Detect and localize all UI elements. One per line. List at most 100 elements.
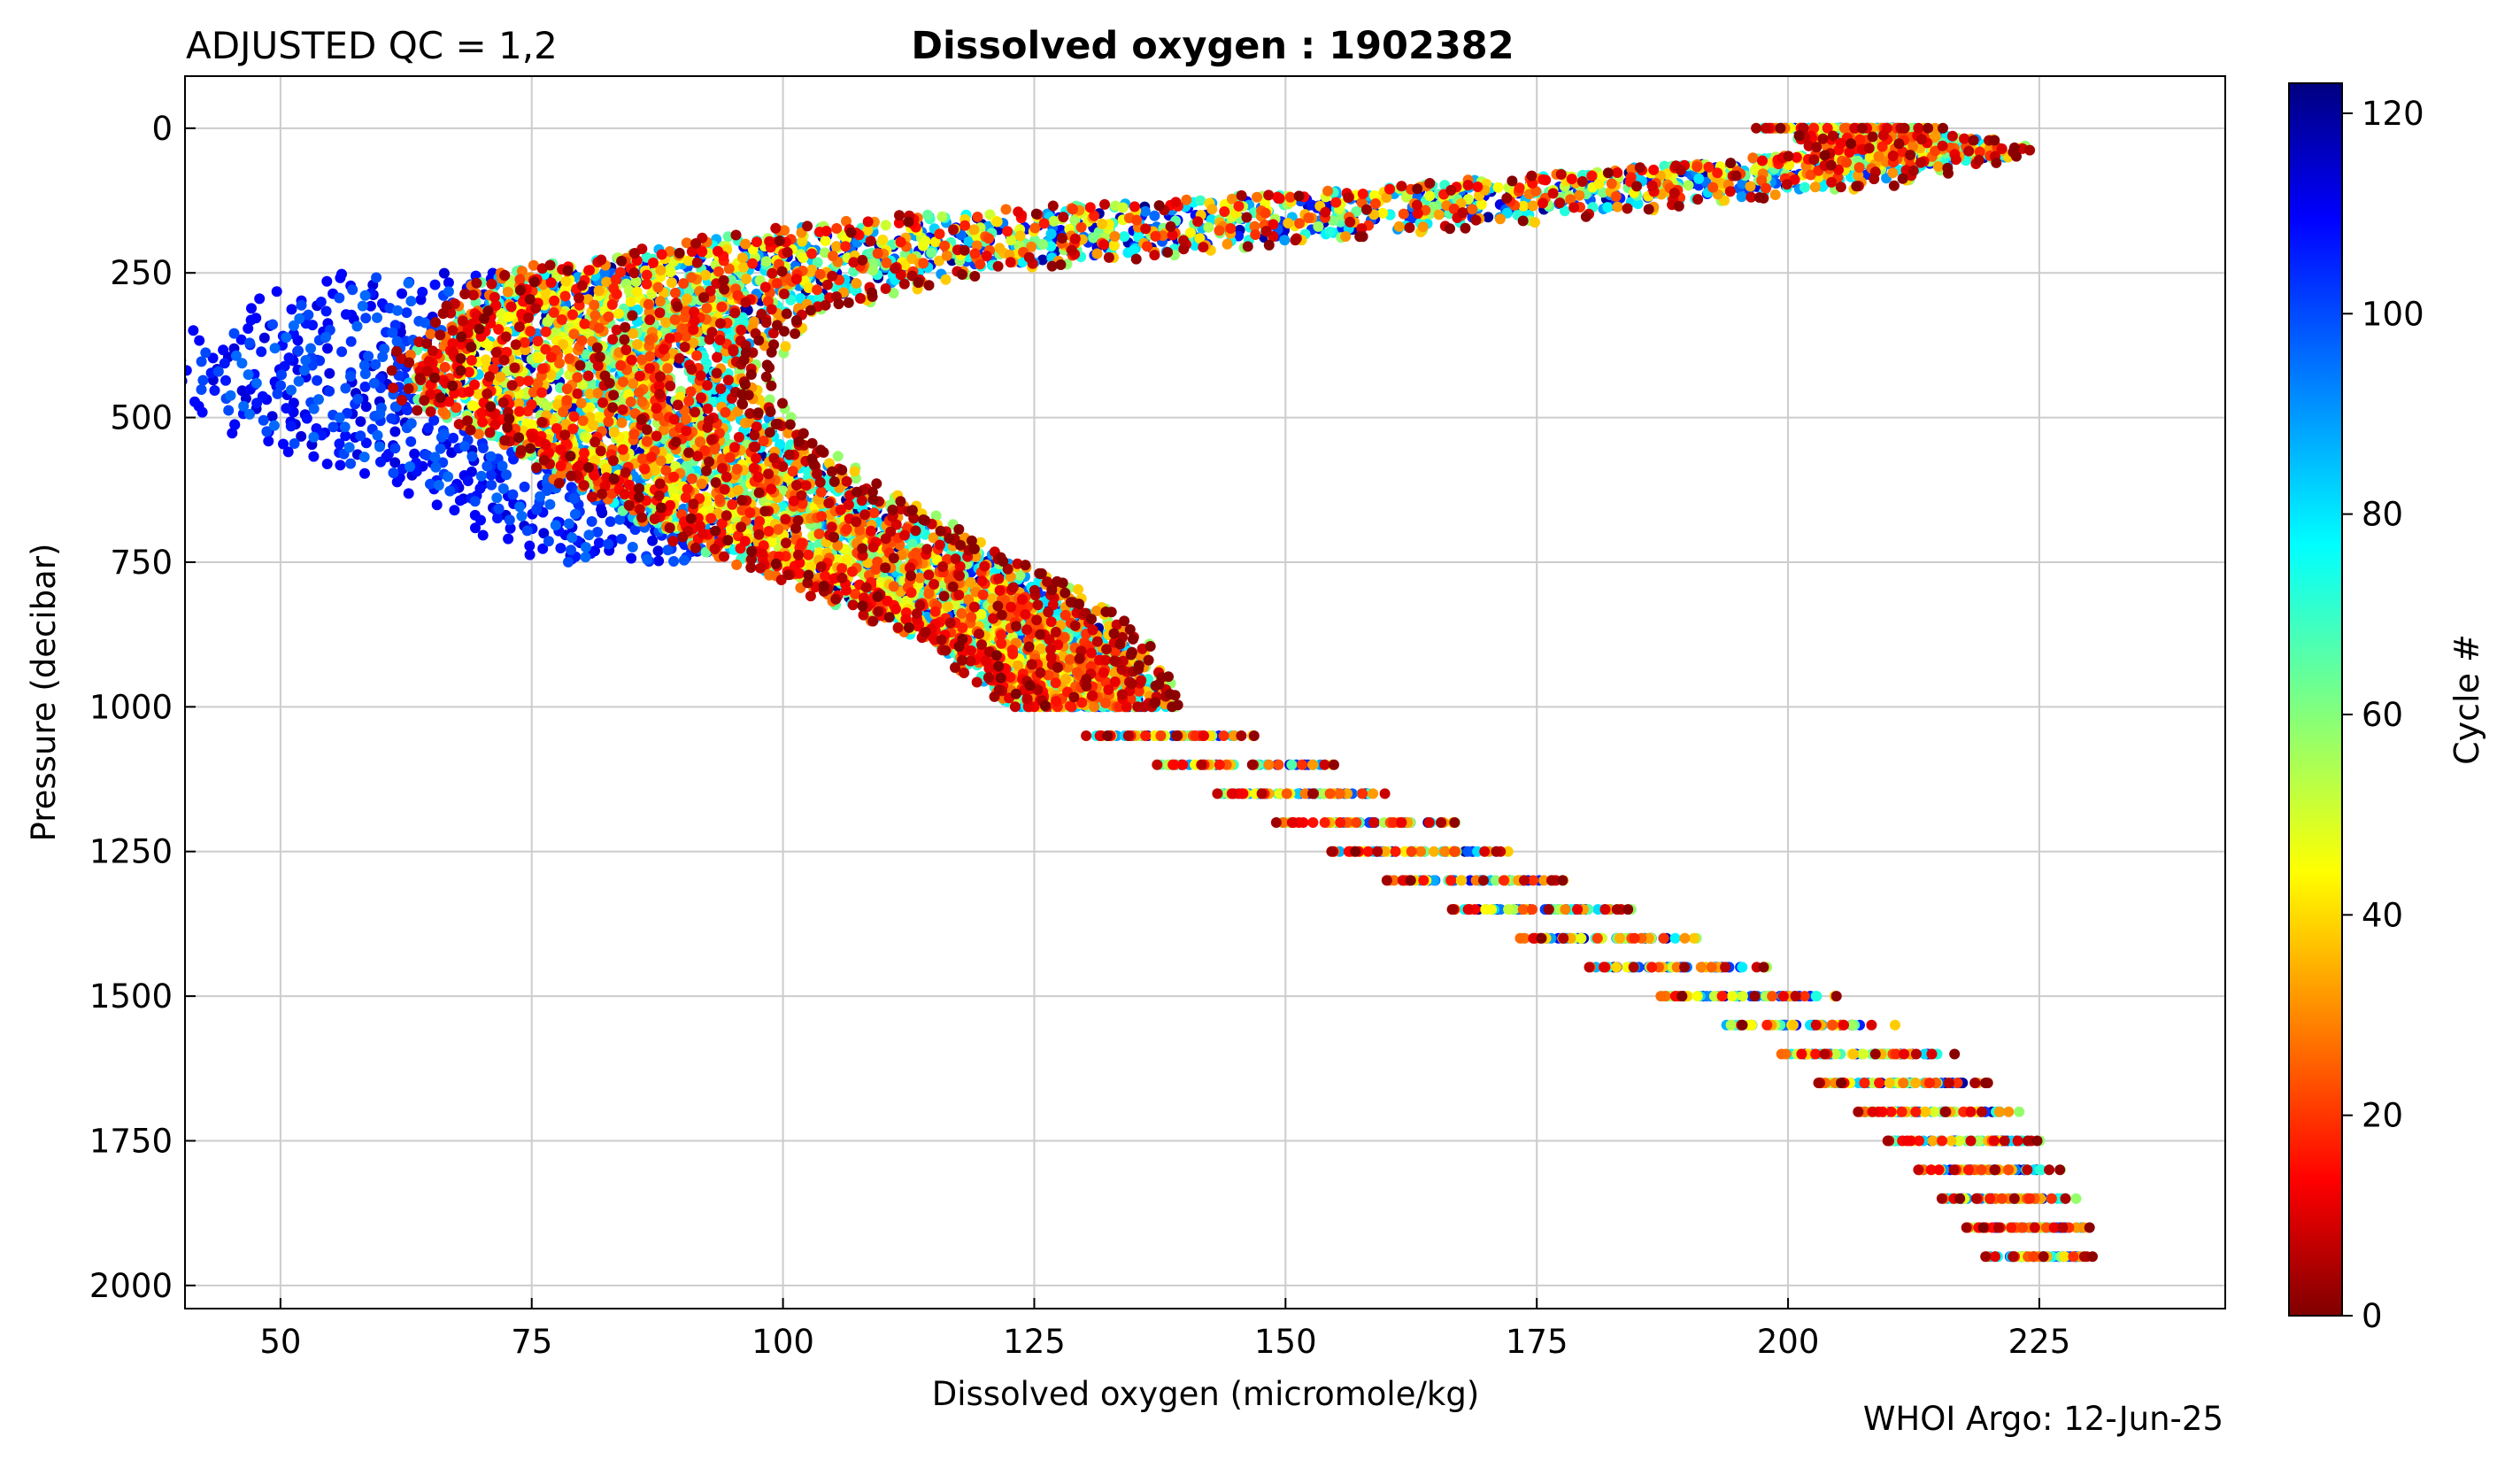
data-point bbox=[1195, 195, 1206, 206]
data-point bbox=[258, 332, 270, 344]
data-point bbox=[389, 443, 401, 454]
data-point bbox=[212, 366, 224, 377]
data-point bbox=[443, 277, 454, 289]
data-point bbox=[493, 503, 505, 514]
data-point bbox=[372, 312, 382, 323]
data-point bbox=[301, 413, 312, 424]
data-point bbox=[1149, 210, 1160, 221]
data-point bbox=[630, 276, 642, 287]
data-point bbox=[312, 375, 323, 386]
data-point bbox=[497, 460, 508, 472]
data-point bbox=[389, 426, 401, 437]
data-point bbox=[219, 358, 230, 369]
data-point bbox=[832, 451, 844, 462]
data-point bbox=[524, 549, 536, 560]
data-point bbox=[335, 460, 346, 471]
data-point bbox=[1736, 191, 1747, 203]
chart-title: Dissolved oxygen : 1902382 bbox=[911, 24, 1514, 68]
data-point bbox=[1279, 235, 1291, 246]
data-point bbox=[2034, 1164, 2046, 1176]
data-point bbox=[388, 467, 399, 479]
data-point bbox=[316, 429, 328, 441]
data-point bbox=[448, 432, 459, 444]
data-point bbox=[345, 336, 357, 347]
data-point bbox=[433, 480, 444, 491]
data-point bbox=[438, 267, 450, 279]
data-point bbox=[438, 429, 450, 440]
data-point bbox=[543, 536, 554, 547]
data-point bbox=[340, 430, 351, 442]
data-point bbox=[266, 411, 278, 422]
data-point bbox=[1462, 846, 1474, 857]
data-point bbox=[930, 510, 942, 521]
data-point bbox=[320, 305, 332, 317]
data-point bbox=[386, 413, 397, 424]
data-point bbox=[308, 451, 320, 462]
data-point bbox=[286, 304, 297, 315]
data-point bbox=[285, 421, 297, 432]
data-point bbox=[250, 377, 262, 389]
data-point bbox=[197, 406, 208, 418]
data-point bbox=[405, 296, 417, 307]
data-point bbox=[1483, 212, 1494, 223]
data-point bbox=[443, 286, 454, 297]
data-point bbox=[263, 436, 274, 447]
data-point bbox=[507, 489, 519, 500]
data-point bbox=[1737, 962, 1748, 973]
data-point bbox=[334, 412, 345, 423]
data-point bbox=[243, 323, 254, 334]
data-point bbox=[469, 496, 481, 507]
data-point bbox=[583, 529, 595, 541]
data-point bbox=[296, 430, 307, 442]
data-point bbox=[397, 288, 407, 299]
data-point bbox=[470, 522, 481, 534]
data-point bbox=[1954, 1135, 1965, 1147]
data-point bbox=[449, 505, 460, 516]
data-point bbox=[238, 400, 250, 412]
data-point bbox=[351, 321, 363, 332]
data-point bbox=[420, 317, 431, 328]
data-point bbox=[1830, 1048, 1841, 1060]
data-point bbox=[1306, 199, 1317, 211]
data-point bbox=[365, 300, 376, 312]
data-point bbox=[218, 344, 229, 356]
data-point bbox=[1858, 1048, 1869, 1060]
data-point bbox=[629, 524, 641, 536]
data-point bbox=[229, 419, 241, 430]
data-point bbox=[519, 481, 530, 492]
data-point bbox=[429, 452, 441, 463]
data-point bbox=[281, 332, 292, 344]
data-point bbox=[521, 525, 533, 537]
data-point bbox=[422, 422, 434, 434]
data-point bbox=[1006, 235, 1017, 246]
data-point bbox=[429, 279, 441, 290]
data-point bbox=[355, 430, 366, 442]
data-point bbox=[492, 513, 503, 524]
data-point bbox=[774, 438, 786, 450]
data-point bbox=[1811, 991, 1823, 1002]
data-point bbox=[1602, 202, 1614, 213]
data-point bbox=[185, 365, 192, 376]
data-point bbox=[339, 421, 351, 433]
data-point bbox=[1324, 227, 1336, 237]
data-point bbox=[1669, 932, 1681, 944]
data-point bbox=[405, 461, 416, 472]
data-point bbox=[403, 488, 414, 499]
data-point bbox=[196, 356, 207, 367]
data-point bbox=[303, 309, 314, 321]
data-point bbox=[244, 337, 256, 349]
data-point bbox=[282, 446, 294, 458]
data-point bbox=[1037, 254, 1048, 266]
data-point bbox=[254, 293, 266, 305]
data-point bbox=[1846, 1019, 1858, 1031]
data-point bbox=[269, 343, 281, 354]
data-point bbox=[256, 346, 267, 358]
data-point bbox=[430, 461, 442, 473]
grid-lines bbox=[185, 76, 2225, 1309]
data-point bbox=[267, 319, 278, 330]
data-point bbox=[359, 381, 371, 392]
data-point bbox=[1088, 232, 1099, 243]
data-point bbox=[583, 360, 595, 372]
data-point bbox=[359, 467, 370, 479]
data-point bbox=[454, 495, 466, 506]
